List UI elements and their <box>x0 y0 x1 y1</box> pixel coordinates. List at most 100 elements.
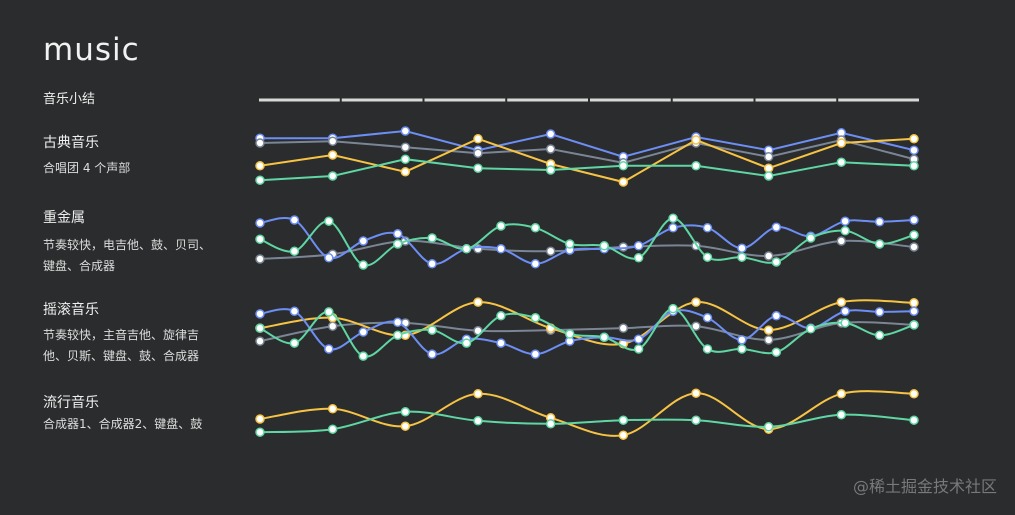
data-point <box>909 215 919 225</box>
data-point <box>702 313 713 323</box>
data-point <box>400 154 411 164</box>
data-point <box>668 223 678 233</box>
data-point <box>255 414 265 424</box>
data-point <box>618 323 629 333</box>
data-point <box>427 233 437 243</box>
data-point <box>737 243 747 253</box>
data-point <box>530 313 541 323</box>
data-point <box>400 407 411 417</box>
data-point <box>400 167 411 177</box>
section-description: 节奏较快，电吉他、鼓、贝司、键盘、合成器 <box>43 238 212 273</box>
data-point <box>599 241 609 251</box>
data-point <box>427 349 437 359</box>
data-point <box>836 389 847 399</box>
data-point <box>771 257 782 267</box>
series-line <box>259 158 915 182</box>
data-point <box>545 165 556 175</box>
data-point <box>324 344 334 354</box>
data-point <box>618 430 629 440</box>
data-point <box>763 422 774 432</box>
data-point <box>392 330 403 341</box>
data-point <box>763 335 774 345</box>
data-point <box>737 252 747 262</box>
series-line <box>259 216 915 265</box>
data-point <box>255 427 265 437</box>
data-point <box>909 298 919 308</box>
data-point <box>702 252 713 262</box>
data-point <box>400 126 411 136</box>
data-point <box>327 171 338 181</box>
data-point <box>763 325 774 335</box>
data-point <box>545 144 556 154</box>
data-point <box>618 415 629 425</box>
data-point <box>358 351 369 361</box>
series-line <box>260 129 915 158</box>
data-point <box>324 216 334 226</box>
data-point <box>691 321 701 331</box>
watermark: @稀土掘金技术社区 <box>852 477 997 496</box>
data-point <box>545 419 556 429</box>
data-point <box>805 324 816 334</box>
data-point <box>668 213 678 223</box>
section-name: 重金属 <box>43 210 85 226</box>
data-point <box>255 218 265 228</box>
data-point <box>909 320 919 330</box>
data-point <box>289 338 300 348</box>
data-point <box>255 323 265 333</box>
data-point <box>496 244 506 254</box>
data-point <box>909 415 919 425</box>
data-point <box>763 251 774 261</box>
data-point <box>668 303 678 314</box>
data-point <box>840 318 850 328</box>
data-point <box>327 150 338 160</box>
data-point <box>836 138 847 148</box>
series-line <box>259 410 915 434</box>
series-line <box>259 137 915 184</box>
section-description: 节奏较快，主音吉他、旋律吉他、贝斯、键盘、鼓、合成器 <box>43 328 200 363</box>
data-point <box>633 241 644 251</box>
data-point <box>840 226 850 236</box>
data-point <box>840 216 850 226</box>
data-point <box>874 217 885 227</box>
series-line <box>259 308 915 356</box>
page-title: music <box>43 32 140 68</box>
data-point <box>771 222 782 232</box>
data-point <box>358 260 369 270</box>
data-point <box>255 234 265 244</box>
data-point <box>874 239 885 249</box>
series-line <box>259 390 915 437</box>
data-point <box>909 389 919 399</box>
data-point <box>255 336 265 346</box>
data-point <box>324 307 334 317</box>
data-point <box>599 332 609 342</box>
data-point <box>530 349 541 359</box>
section-name: 流行音乐 <box>43 395 99 411</box>
data-point <box>255 161 265 171</box>
data-point <box>473 134 483 144</box>
data-point <box>691 161 701 171</box>
data-point <box>737 335 747 345</box>
data-point <box>691 415 701 425</box>
data-point <box>836 236 847 246</box>
data-point <box>691 135 701 145</box>
data-point <box>473 297 483 307</box>
data-point <box>392 239 403 249</box>
data-point <box>324 253 334 263</box>
data-point <box>473 416 483 426</box>
data-point <box>255 254 265 264</box>
data-point <box>618 177 629 187</box>
data-point <box>461 244 472 254</box>
data-point <box>763 171 774 181</box>
series-line <box>259 138 915 164</box>
data-point <box>618 161 629 171</box>
data-point <box>836 410 847 420</box>
series-line <box>259 217 915 267</box>
data-point <box>691 388 701 398</box>
data-point <box>909 230 919 240</box>
data-point <box>874 307 885 317</box>
data-point <box>400 421 411 431</box>
data-point <box>763 152 774 162</box>
data-point <box>427 259 437 269</box>
data-point <box>392 317 403 328</box>
